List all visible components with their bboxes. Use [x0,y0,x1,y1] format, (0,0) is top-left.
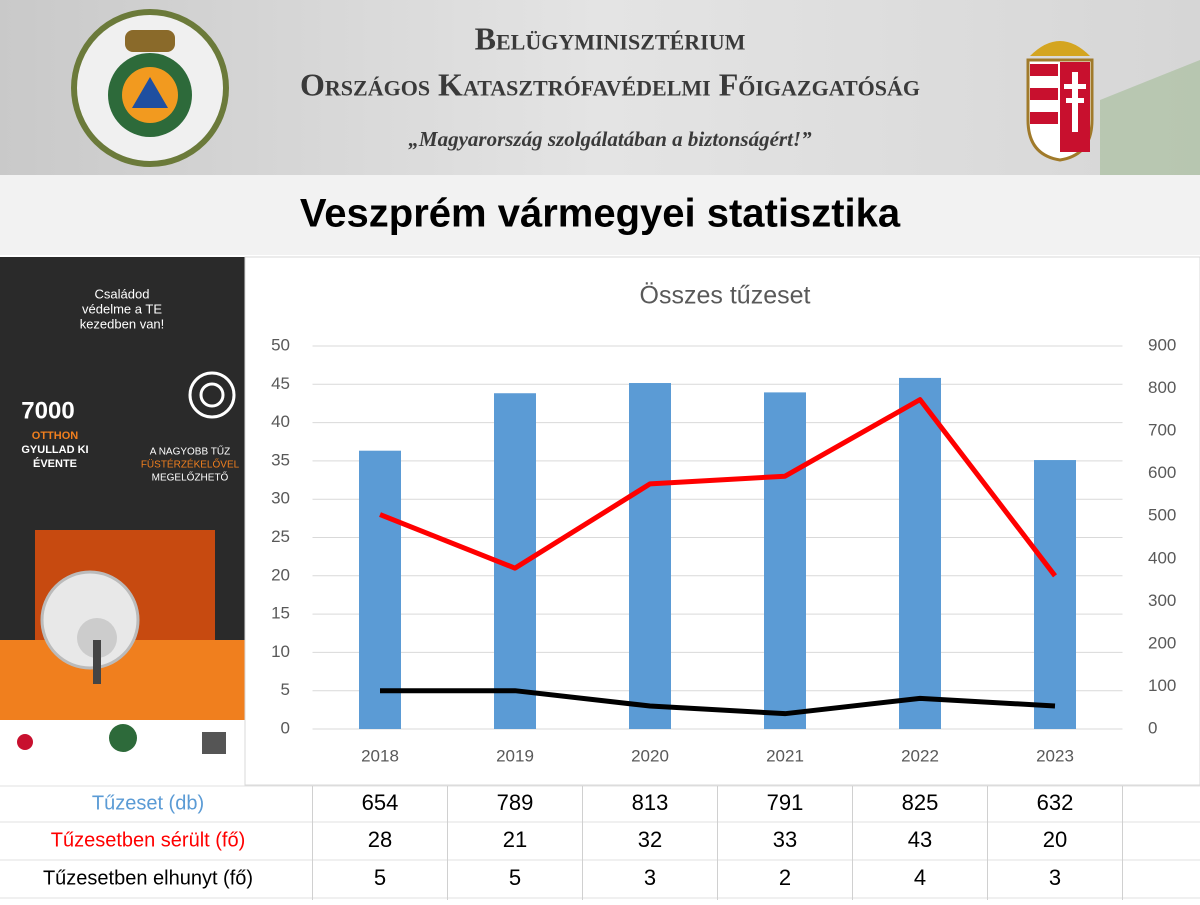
table-value: 632 [1037,790,1074,815]
x-tick-label: 2022 [901,746,939,765]
table-value: 4 [914,865,926,890]
table-value: 5 [374,865,386,890]
table-value: 20 [1043,827,1067,852]
y2-tick-label: 800 [1148,378,1176,397]
y2-tick-label: 0 [1148,718,1157,737]
table-value: 5 [509,865,521,890]
poster-slogan: Családod [95,286,150,301]
y-tick-label: 15 [271,604,290,623]
table-value: 791 [767,790,804,815]
x-tick-label: 2021 [766,746,804,765]
poster-tip: FÜSTÉRZÉKELŐVEL [141,457,240,471]
poster-count: 7000 [21,397,74,424]
y-tick-label: 0 [281,718,290,737]
y2-tick-label: 300 [1148,591,1176,610]
directorate-name: Országos Katasztrófavédelmi Főigazgatósá… [300,66,920,102]
y2-tick-label: 400 [1148,548,1176,567]
table-value: 3 [1049,865,1061,890]
x-tick-label: 2020 [631,746,669,765]
y-tick-label: 50 [271,335,290,354]
y2-tick-label: 900 [1148,335,1176,354]
y2-tick-label: 500 [1148,506,1176,525]
poster-count-text: GYULLAD KI [21,444,88,456]
line [379,397,1057,578]
poster-count-text: ÉVENTE [33,457,77,470]
poster-tip: MEGELŐZHETŐ [152,470,229,484]
y-tick-label: 30 [271,489,290,508]
table-value: 3 [644,865,656,890]
y-tick-label: 20 [271,565,290,584]
poster-tip: A NAGYOBB TŰZ [150,444,230,458]
bar [359,450,401,729]
y-tick-label: 35 [271,450,290,469]
y2-tick-label: 700 [1148,421,1176,440]
table-value: 813 [632,790,669,815]
line [380,688,1056,717]
bar [1034,460,1076,729]
x-tick-label: 2019 [496,746,534,765]
x-tick-label: 2018 [361,746,399,765]
table-value: 21 [503,827,527,852]
table-value: 825 [902,790,939,815]
coat-of-arms [1026,41,1200,175]
legend-label: Tűzesetben sérült (fő) [51,829,246,851]
table-value: 28 [368,827,392,852]
poster [0,257,245,785]
y2-tick-label: 100 [1148,676,1176,695]
legend-label: Tűzesetben elhunyt (fő) [43,867,253,889]
x-tick-label: 2023 [1036,746,1074,765]
legend-label: Tűzeset (db) [92,792,204,814]
motto: „Magyarország szolgálatában a biztonságé… [408,127,812,151]
poster-slogan: védelme a TE [82,301,162,316]
table-value: 33 [773,827,797,852]
table-value: 654 [362,790,399,815]
table-value: 789 [497,790,534,815]
chart-title: Összes tűzeset [640,282,811,310]
slide-title: Veszprém vármegyei statisztika [300,192,901,236]
ministry-name: Belügyminisztérium [475,20,746,56]
y-tick-label: 45 [271,374,290,393]
table-value: 2 [779,865,791,890]
y2-tick-label: 200 [1148,633,1176,652]
bar [764,392,806,729]
title-band [0,175,1200,255]
table-background [0,786,1200,900]
fire-service-logo [71,9,229,167]
table-value: 32 [638,827,662,852]
y2-tick-label: 600 [1148,463,1176,482]
bar [899,377,941,729]
y-tick-label: 5 [281,680,290,699]
y-tick-label: 25 [271,527,290,546]
poster-count-text: OTTHON [32,430,78,442]
y-tick-label: 10 [271,642,290,661]
table-value: 43 [908,827,932,852]
y-tick-label: 40 [271,412,290,431]
poster-slogan: kezedben van! [80,316,165,331]
bar [629,383,671,729]
